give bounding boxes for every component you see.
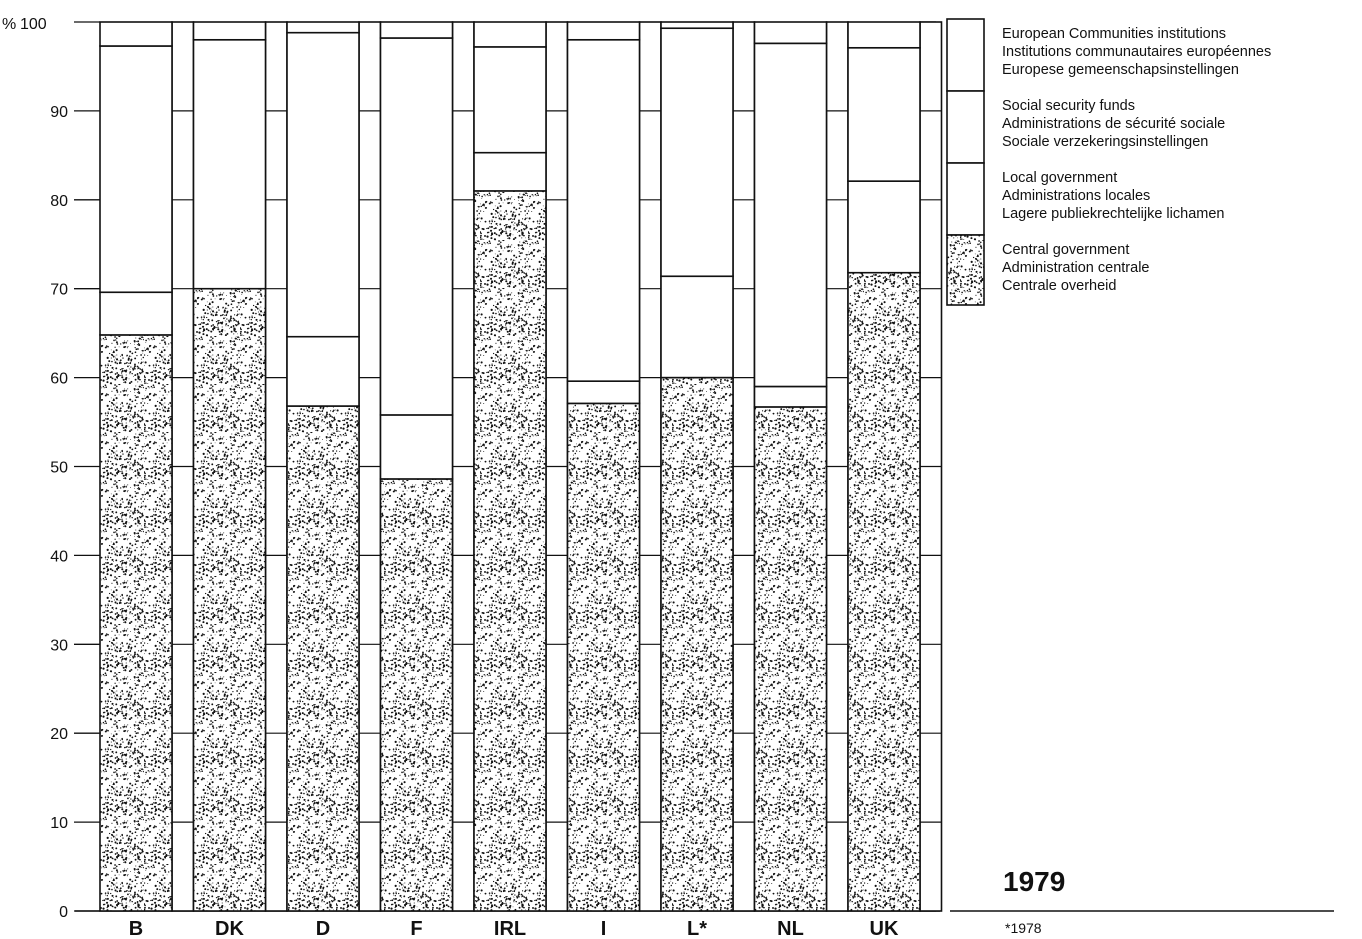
y-tick-label: 40 bbox=[50, 548, 68, 565]
category-label: NL bbox=[777, 918, 804, 939]
bar-segment-local bbox=[99, 291, 173, 336]
legend-label-ec: Europese gemeenschapsinstellingen bbox=[1002, 62, 1239, 78]
bars bbox=[99, 21, 943, 912]
bar-segment-central bbox=[566, 402, 641, 912]
bar-segment-central bbox=[753, 406, 828, 912]
bar-segment-ec bbox=[192, 21, 267, 41]
bar-segment-central bbox=[192, 287, 267, 912]
legend-label-central: Centrale overheid bbox=[1002, 278, 1116, 294]
y-tick-label: 90 bbox=[50, 104, 68, 121]
legend-label-local: Administrations locales bbox=[1002, 188, 1150, 204]
bar-segment-central bbox=[286, 405, 360, 912]
category-label: L* bbox=[687, 918, 707, 939]
bar-segment-social bbox=[379, 37, 454, 416]
y-tick-label: 60 bbox=[50, 371, 68, 388]
bar-segment-ec bbox=[99, 21, 173, 47]
category-label: DK bbox=[215, 918, 244, 939]
y-tick-label: 10 bbox=[50, 815, 68, 832]
y-tick-label: 0 bbox=[59, 904, 68, 921]
bar-segment-local bbox=[847, 180, 921, 274]
bar-segment-social bbox=[753, 42, 828, 388]
year-label: 1979 bbox=[1003, 866, 1065, 897]
y-tick-label: 30 bbox=[50, 637, 68, 654]
legend-swatch-local bbox=[946, 162, 985, 236]
legend-label-central: Central government bbox=[1002, 242, 1129, 258]
footnote: *1978 bbox=[1005, 920, 1042, 936]
bar-segment-local bbox=[473, 151, 547, 192]
y-tick-label: 100 bbox=[20, 16, 47, 33]
bar-segment-ec bbox=[286, 21, 360, 34]
category-labels: B DK D F IRL I L* NL UK bbox=[129, 918, 899, 939]
category-label: F bbox=[410, 918, 422, 939]
bar-segment-local bbox=[753, 385, 828, 408]
category-label: IRL bbox=[494, 918, 526, 939]
category-label: I bbox=[601, 918, 607, 939]
bar-segment-central bbox=[379, 478, 454, 912]
bar-segment-central bbox=[660, 376, 734, 912]
bar-segment-local bbox=[566, 380, 641, 405]
legend-label-social: Sociale verzekeringsinstellingen bbox=[1002, 134, 1208, 150]
bar-segment-central bbox=[473, 190, 547, 912]
legend-label-ec: European Communities institutions bbox=[1002, 26, 1226, 42]
legend-swatch-ec bbox=[946, 18, 985, 92]
bar-segment-social bbox=[566, 38, 641, 382]
bar-segment-social bbox=[847, 46, 921, 182]
bar-segment-ec bbox=[473, 21, 547, 48]
bar-segment-ec bbox=[566, 21, 641, 41]
y-tick-label: 70 bbox=[50, 282, 68, 299]
legend-swatch-central bbox=[946, 234, 985, 306]
y-tick-label: 20 bbox=[50, 726, 68, 743]
bar-segment-social bbox=[286, 31, 360, 338]
y-axis-unit-label: % bbox=[2, 16, 16, 33]
bar-segment-central bbox=[847, 271, 921, 912]
y-tick-label: 50 bbox=[50, 460, 68, 477]
bar-segment-social bbox=[473, 46, 547, 154]
bar-segment-ec bbox=[753, 21, 828, 45]
legend-label-social: Social security funds bbox=[1002, 98, 1135, 114]
legend-label-ec: Institutions communautaires européennes bbox=[1002, 44, 1271, 60]
y-tick-label: 80 bbox=[50, 193, 68, 210]
category-label: UK bbox=[870, 918, 899, 939]
bar-segment-local bbox=[286, 335, 360, 407]
bar-segment-social bbox=[99, 45, 173, 294]
bar-segment-ec bbox=[379, 21, 454, 39]
bar-segment-ec bbox=[660, 21, 734, 30]
legend-label-central: Administration centrale bbox=[1002, 260, 1150, 276]
bar-segment-ec bbox=[847, 21, 921, 49]
bar-segment-social bbox=[660, 27, 734, 278]
category-label: D bbox=[316, 918, 330, 939]
bar-segment-central bbox=[99, 334, 173, 912]
legend-swatch-social bbox=[946, 90, 985, 164]
bar-segment-social bbox=[192, 38, 267, 290]
category-label: B bbox=[129, 918, 143, 939]
legend-label-social: Administrations de sécurité sociale bbox=[1002, 116, 1225, 132]
legend: European Communities institutions Institu… bbox=[946, 18, 1271, 306]
legend-label-local: Local government bbox=[1002, 170, 1117, 186]
bar-segment-local bbox=[379, 414, 454, 480]
legend-label-local: Lagere publiekrechtelijke lichamen bbox=[1002, 206, 1224, 222]
bar-segment-local bbox=[660, 275, 734, 379]
